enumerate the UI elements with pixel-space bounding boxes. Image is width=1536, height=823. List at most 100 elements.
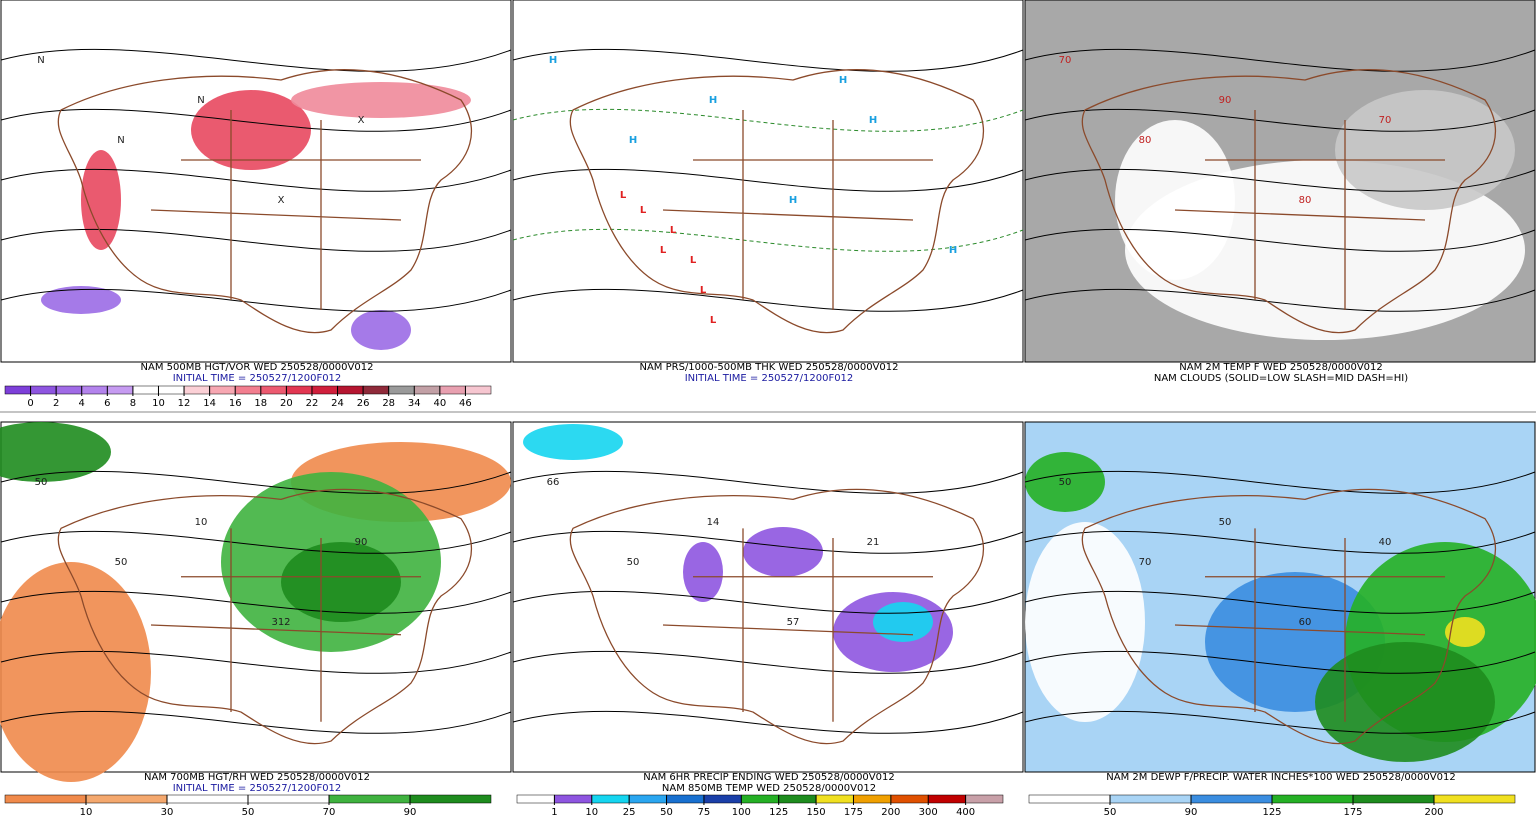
colorbar-label: 125 [1262, 807, 1281, 818]
contour [512, 168, 1024, 192]
field-shading [191, 90, 311, 170]
colorbar-swatch [107, 385, 134, 395]
colorbar-swatch [741, 794, 779, 804]
map-label: 50 [1219, 517, 1232, 528]
map-label: H [549, 55, 557, 66]
colorbar-label: 70 [323, 807, 336, 818]
colorbar-swatch [132, 385, 159, 395]
colorbar-label: 24 [331, 398, 344, 409]
contour [512, 108, 1024, 132]
colorbar-swatch [927, 794, 966, 804]
map-caption: NAM 2M DEWP F/PRECIP. WATER INCHES*100 W… [1106, 772, 1455, 783]
colorbar-label: 16 [229, 398, 242, 409]
colorbar-swatch [414, 385, 441, 395]
colorbar-label: 90 [1185, 807, 1198, 818]
map-label: N [37, 55, 44, 66]
map-label: 90 [355, 537, 368, 548]
map-panel: 70 80 90 80 70 NAM 2M TEMP F WED 250528/0000V… [1024, 0, 1536, 384]
field-shading [351, 310, 411, 350]
colorbar-swatch [965, 794, 1004, 804]
contour [512, 650, 1024, 674]
map-label: H [839, 75, 847, 86]
colorbar-swatch [4, 385, 31, 395]
colorbar-swatch [328, 794, 411, 804]
contour [1024, 590, 1536, 614]
map-label: 50 [627, 557, 640, 568]
colorbar-swatch [516, 794, 555, 804]
map-label: L [710, 315, 717, 326]
colorbar-swatch [362, 385, 389, 395]
colorbar-label: 20 [280, 398, 293, 409]
contour [512, 710, 1024, 734]
colorbar-label: 18 [254, 398, 267, 409]
contour [1024, 650, 1536, 674]
colorbar-swatch [4, 794, 87, 804]
contour [1024, 168, 1536, 192]
colorbar-label: 75 [698, 807, 711, 818]
map-label: 57 [787, 617, 800, 628]
field-shading [1445, 617, 1485, 647]
map-caption: NAM 700MB HGT/RH WED 250528/0000V012 [144, 772, 370, 783]
map-label: L [640, 205, 647, 216]
map-label: 70 [1379, 115, 1392, 126]
colorbar-label: 8 [130, 398, 136, 409]
colorbar-swatch [703, 794, 742, 804]
contour [0, 590, 512, 614]
map-label: 60 [1299, 617, 1312, 628]
map-label: L [660, 245, 667, 256]
map-label: H [869, 115, 877, 126]
colorbar-swatch [337, 385, 364, 395]
colorbar-label: 40 [433, 398, 446, 409]
map-label: H [949, 245, 957, 256]
map-label: H [629, 135, 637, 146]
colorbar-swatch [778, 794, 817, 804]
colorbar-label: 50 [242, 807, 255, 818]
map-label: 312 [271, 617, 290, 628]
map-caption: INITIAL TIME = 250527/1200F012 [173, 783, 342, 794]
colorbar-swatch [815, 794, 854, 804]
colorbar-label: 14 [203, 398, 216, 409]
map-caption: INITIAL TIME = 250527/1200F012 [685, 373, 854, 384]
map-label: L [700, 285, 707, 296]
map-label: 14 [707, 517, 720, 528]
contour [1024, 48, 1536, 72]
map-caption: NAM 850MB TEMP WED 250528/0000V012 [662, 783, 876, 794]
map-label: X [358, 115, 365, 126]
colorbar-swatch [1433, 794, 1516, 804]
colorbar-label: 150 [807, 807, 826, 818]
colorbar-swatch [465, 385, 492, 395]
contour [1024, 710, 1536, 734]
colorbar-swatch [158, 385, 185, 395]
field-shading [0, 422, 111, 482]
contour [1024, 288, 1536, 312]
colorbar-swatch [1109, 794, 1192, 804]
colorbar-label: 25 [623, 807, 636, 818]
map-caption: INITIAL TIME = 250527/1200F012 [173, 373, 342, 384]
contour [0, 650, 512, 674]
field-shading [0, 562, 151, 782]
map-label: 80 [1299, 195, 1312, 206]
colorbar-swatch [591, 794, 630, 804]
colorbar-label: 2 [53, 398, 59, 409]
map-area [512, 421, 1024, 773]
colorbar-label: 175 [1343, 807, 1362, 818]
colorbar-label: 90 [404, 807, 417, 818]
colorbar-label: 50 [660, 807, 673, 818]
colorbar-label: 10 [152, 398, 165, 409]
map-label: 10 [195, 517, 208, 528]
colorbar-label: 22 [306, 398, 319, 409]
field-shading [1025, 522, 1145, 722]
colorbar-label: 200 [1424, 807, 1443, 818]
map-label: 66 [547, 477, 560, 488]
colorbar-label: 100 [732, 807, 751, 818]
contour [1024, 470, 1536, 494]
map-label: 40 [1379, 537, 1392, 548]
contour [1024, 228, 1536, 252]
map-area [512, 0, 1024, 363]
field-shading [81, 150, 121, 250]
colorbar-swatch [1190, 794, 1273, 804]
map-caption: NAM 6HR PRECIP ENDING WED 250528/0000V01… [643, 772, 894, 783]
map-caption: NAM 2M TEMP F WED 250528/0000V012 [1179, 362, 1383, 373]
colorbar-label: 175 [844, 807, 863, 818]
